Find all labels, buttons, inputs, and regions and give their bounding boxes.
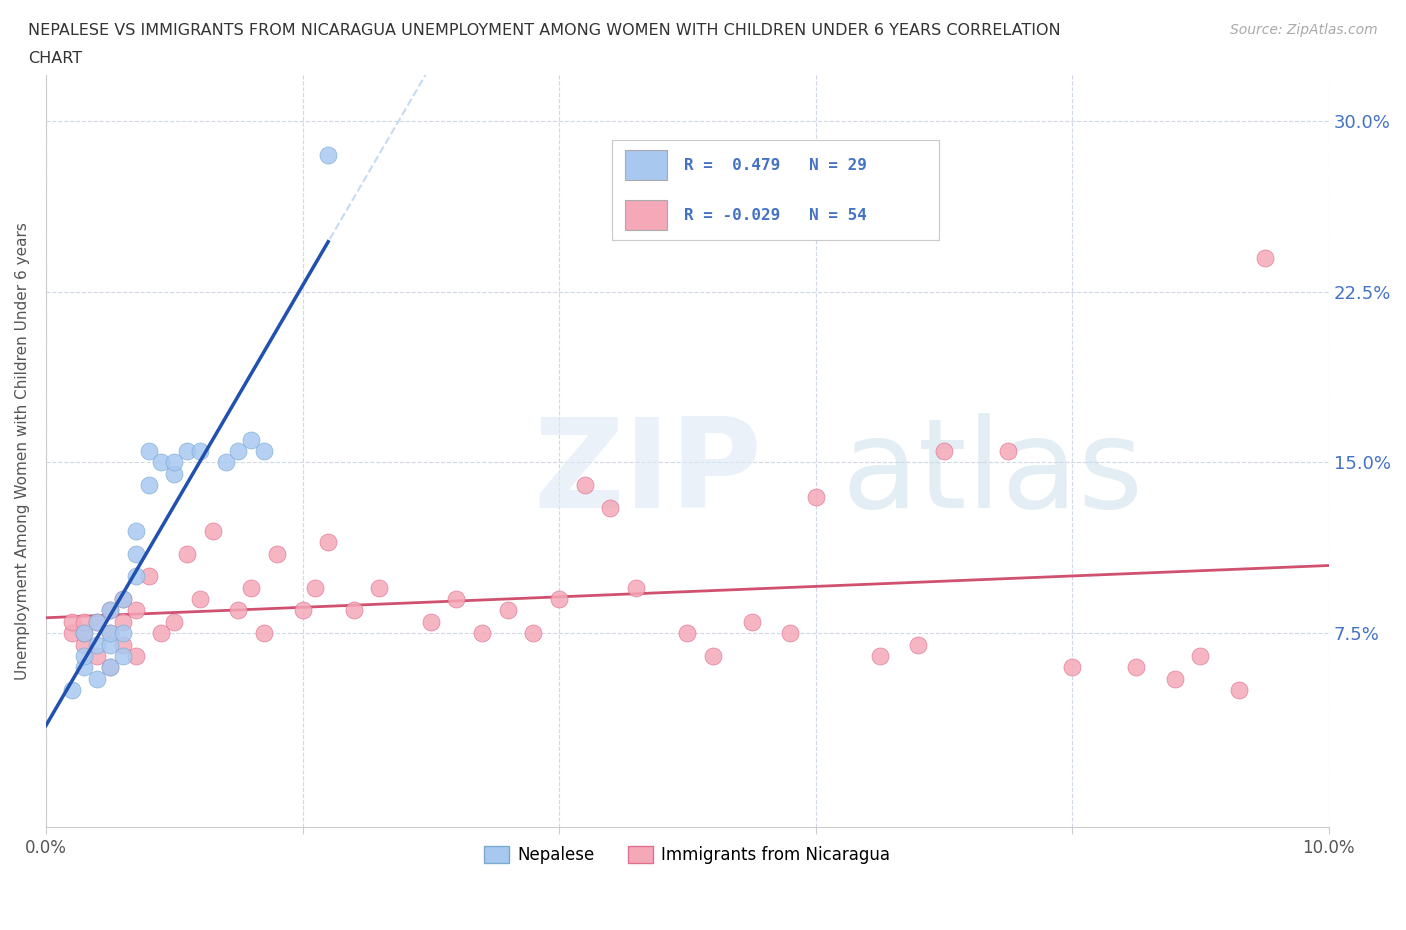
Text: NEPALESE VS IMMIGRANTS FROM NICARAGUA UNEMPLOYMENT AMONG WOMEN WITH CHILDREN UND: NEPALESE VS IMMIGRANTS FROM NICARAGUA UN… — [28, 23, 1060, 38]
Point — [176, 444, 198, 458]
Text: ZIP: ZIP — [533, 413, 762, 534]
Point — [125, 569, 148, 584]
Point — [291, 603, 314, 618]
Point — [111, 615, 134, 630]
Point — [150, 455, 173, 470]
Point — [624, 580, 647, 595]
Point — [98, 603, 121, 618]
Point — [253, 626, 276, 641]
Point — [599, 500, 621, 515]
Point — [138, 478, 160, 493]
Point — [163, 467, 186, 482]
Point — [163, 455, 186, 470]
Point — [932, 444, 955, 458]
Point — [73, 626, 96, 641]
Point — [522, 626, 544, 641]
Point — [804, 489, 827, 504]
Point — [907, 637, 929, 652]
Point — [741, 615, 763, 630]
Point — [86, 637, 108, 652]
Point — [1062, 660, 1084, 675]
Point — [138, 569, 160, 584]
Point — [98, 660, 121, 675]
Point — [676, 626, 699, 641]
Point — [368, 580, 391, 595]
Point — [125, 524, 148, 538]
Point — [869, 648, 891, 663]
Y-axis label: Unemployment Among Women with Children Under 6 years: Unemployment Among Women with Children U… — [15, 222, 30, 680]
Point — [86, 648, 108, 663]
Text: atlas: atlas — [841, 413, 1143, 534]
Point — [343, 603, 366, 618]
Point — [1125, 660, 1147, 675]
Point — [201, 524, 224, 538]
Point — [1253, 250, 1275, 265]
Point — [111, 591, 134, 606]
Point — [111, 591, 134, 606]
Point — [240, 580, 263, 595]
Point — [150, 626, 173, 641]
Point — [316, 148, 339, 163]
Point — [73, 626, 96, 641]
Point — [98, 626, 121, 641]
Point — [138, 444, 160, 458]
Legend: Nepalese, Immigrants from Nicaragua: Nepalese, Immigrants from Nicaragua — [478, 840, 897, 871]
Point — [73, 660, 96, 675]
Point — [176, 546, 198, 561]
Point — [111, 648, 134, 663]
Text: Source: ZipAtlas.com: Source: ZipAtlas.com — [1230, 23, 1378, 37]
Point — [702, 648, 724, 663]
Point — [73, 648, 96, 663]
Point — [214, 455, 236, 470]
Point — [98, 637, 121, 652]
Point — [125, 603, 148, 618]
Point — [304, 580, 326, 595]
Bar — [624, 200, 668, 231]
Point — [779, 626, 801, 641]
Text: R =  0.479   N = 29: R = 0.479 N = 29 — [683, 158, 866, 173]
Point — [228, 444, 250, 458]
Bar — [624, 151, 668, 180]
Point — [419, 615, 441, 630]
Point — [997, 444, 1019, 458]
Point — [73, 615, 96, 630]
Point — [188, 591, 211, 606]
Point — [240, 432, 263, 447]
Point — [548, 591, 571, 606]
Text: CHART: CHART — [28, 51, 82, 66]
Point — [60, 615, 83, 630]
Point — [73, 637, 96, 652]
Point — [266, 546, 288, 561]
Point — [86, 615, 108, 630]
Point — [111, 637, 134, 652]
Point — [471, 626, 494, 641]
Point — [86, 615, 108, 630]
Point — [60, 683, 83, 698]
Point — [86, 671, 108, 686]
Point — [574, 478, 596, 493]
Point — [60, 626, 83, 641]
Point — [125, 546, 148, 561]
Point — [316, 535, 339, 550]
Point — [111, 626, 134, 641]
Point — [446, 591, 468, 606]
Point — [163, 615, 186, 630]
Point — [125, 648, 148, 663]
Point — [98, 603, 121, 618]
Point — [188, 444, 211, 458]
Point — [1164, 671, 1187, 686]
Point — [253, 444, 276, 458]
Point — [496, 603, 519, 618]
Point — [98, 660, 121, 675]
Point — [228, 603, 250, 618]
Point — [98, 626, 121, 641]
Point — [1189, 648, 1212, 663]
Point — [1227, 683, 1250, 698]
Text: R = -0.029   N = 54: R = -0.029 N = 54 — [683, 208, 866, 223]
